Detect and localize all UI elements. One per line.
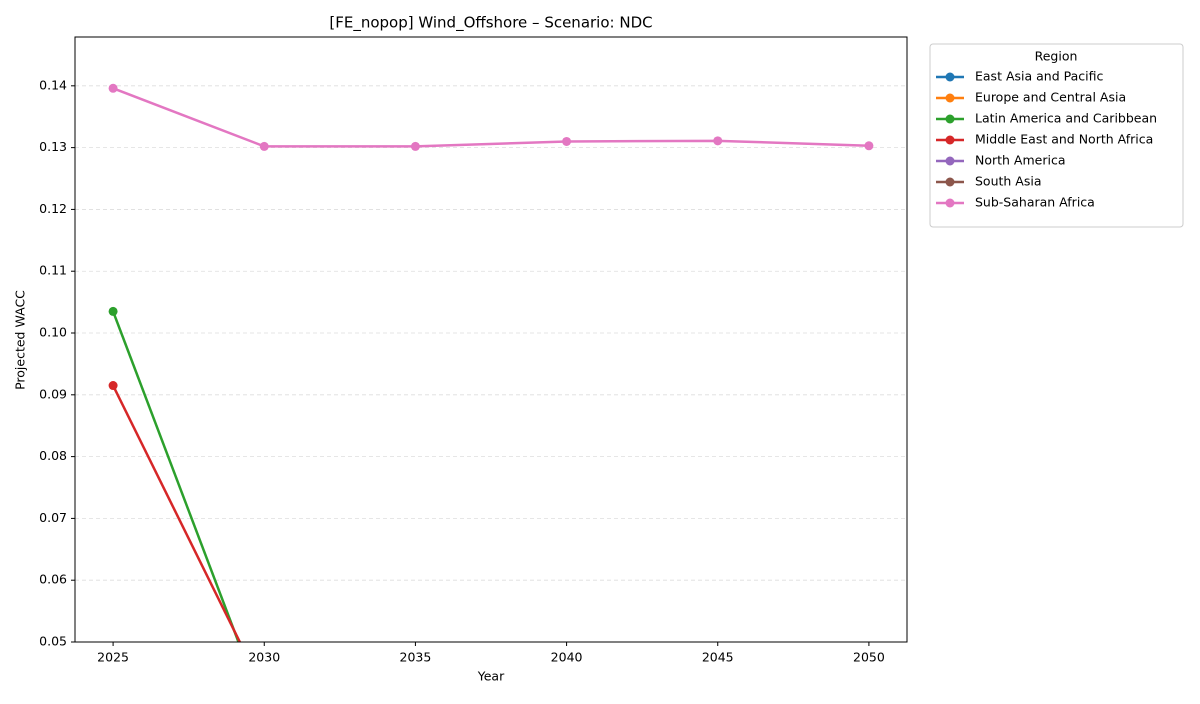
x-axis-label: Year bbox=[477, 669, 505, 684]
y-axis-label: Projected WACC bbox=[13, 290, 28, 390]
data-point bbox=[259, 141, 269, 151]
x-tick-label: 2040 bbox=[551, 650, 583, 665]
data-point bbox=[108, 381, 118, 391]
legend-marker bbox=[945, 156, 955, 166]
y-tick-label: 0.14 bbox=[39, 77, 67, 92]
x-tick-label: 2030 bbox=[248, 650, 280, 665]
legend-label: South Asia bbox=[975, 174, 1042, 189]
x-tick-label: 2025 bbox=[97, 650, 129, 665]
y-tick-label: 0.09 bbox=[39, 386, 67, 401]
data-point bbox=[108, 306, 118, 316]
series-line bbox=[111, 310, 240, 642]
data-point bbox=[562, 136, 572, 146]
series-line bbox=[111, 384, 242, 642]
legend-marker bbox=[945, 198, 955, 208]
data-point bbox=[864, 141, 874, 151]
y-tick-label: 0.06 bbox=[39, 572, 67, 587]
legend-label: East Asia and Pacific bbox=[975, 69, 1103, 84]
legend-marker bbox=[945, 114, 955, 124]
legend-marker bbox=[945, 177, 955, 187]
y-tick-label: 0.13 bbox=[39, 139, 67, 154]
plot-frame bbox=[74, 36, 908, 643]
legend-marker bbox=[945, 93, 955, 103]
y-tick-label: 0.11 bbox=[39, 263, 67, 278]
legend-marker bbox=[945, 135, 955, 145]
legend-label: Latin America and Caribbean bbox=[975, 111, 1157, 126]
legend-label: North America bbox=[975, 153, 1066, 168]
y-tick-label: 0.12 bbox=[39, 201, 67, 216]
chart-title: [FE_nopop] Wind_Offshore – Scenario: NDC bbox=[329, 14, 652, 33]
plot-area bbox=[108, 83, 874, 642]
legend-marker bbox=[945, 72, 955, 82]
legend-label: Sub-Saharan Africa bbox=[975, 195, 1095, 210]
data-point bbox=[410, 141, 420, 151]
y-tick-label: 0.05 bbox=[39, 634, 67, 649]
legend-label: Europe and Central Asia bbox=[975, 90, 1126, 105]
y-tick-label: 0.08 bbox=[39, 448, 67, 463]
legend-label: Middle East and North Africa bbox=[975, 132, 1153, 147]
x-tick-label: 2035 bbox=[400, 650, 432, 665]
y-tick-label: 0.10 bbox=[39, 325, 67, 340]
y-tick-label: 0.07 bbox=[39, 510, 67, 525]
legend-box bbox=[929, 43, 1184, 228]
x-tick-label: 2045 bbox=[702, 650, 734, 665]
legend-title: Region bbox=[1035, 49, 1078, 64]
data-point bbox=[713, 136, 723, 146]
data-point bbox=[108, 83, 118, 93]
series-line bbox=[112, 87, 869, 148]
x-tick-label: 2050 bbox=[853, 650, 885, 665]
